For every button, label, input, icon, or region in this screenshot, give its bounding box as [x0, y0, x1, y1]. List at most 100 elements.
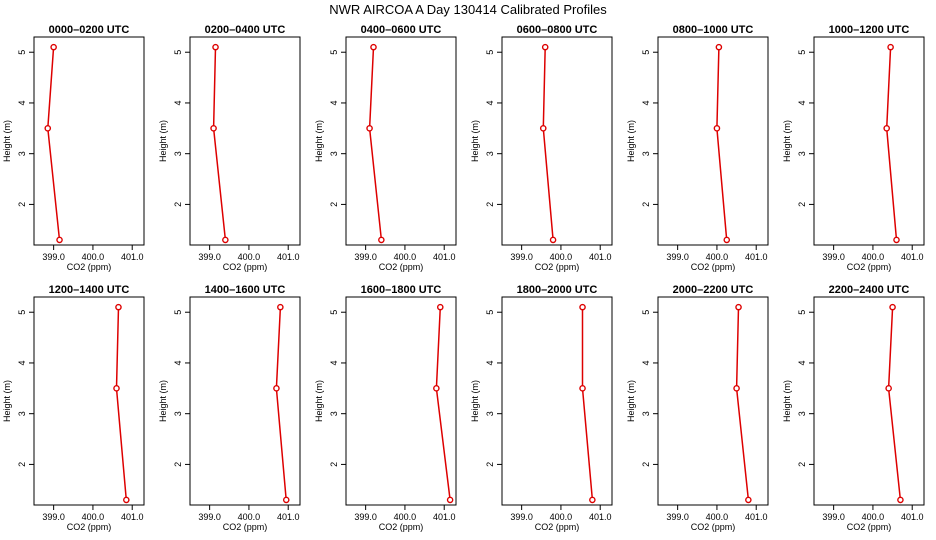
data-point — [282, 496, 290, 504]
y-tick-label: 3 — [485, 411, 495, 416]
x-tick-label: 400.0 — [394, 252, 417, 262]
plot-frame — [33, 36, 145, 246]
x-axis-label: CO2 (ppm) — [691, 522, 736, 532]
data-point — [713, 125, 721, 132]
y-axis-label: Height (m) — [2, 120, 12, 162]
data-point — [436, 303, 444, 311]
data-point — [549, 236, 557, 244]
y-axis-label: Height (m) — [158, 380, 168, 422]
data-point — [579, 385, 586, 392]
y-tick-label: 3 — [641, 151, 651, 156]
panel-title: 0600–0800 UTC — [517, 24, 598, 36]
profile-panel: 1800–2000 UTC 399.0 400.0 401.0 CO2 (ppm) 2 3 4… — [470, 284, 613, 532]
y-tick-label: 3 — [173, 151, 183, 156]
plot-frame — [813, 296, 925, 506]
y-tick-label: 5 — [329, 310, 339, 315]
y-tick-label: 5 — [17, 310, 27, 315]
x-tick-label: 401.0 — [433, 252, 456, 262]
plot-frame — [501, 36, 613, 246]
data-point — [885, 385, 892, 392]
plot-frame — [189, 36, 301, 246]
profile-line — [735, 307, 750, 500]
x-tick-label: 399.0 — [354, 252, 377, 262]
y-tick-label: 4 — [641, 360, 651, 365]
y-tick-label: 3 — [485, 151, 495, 156]
y-tick-label: 4 — [329, 360, 339, 365]
plot-frame — [657, 36, 769, 246]
y-tick-label: 2 — [17, 462, 27, 467]
profile-line — [885, 47, 898, 240]
x-axis-label: CO2 (ppm) — [847, 522, 892, 532]
x-tick-label: 399.0 — [42, 512, 65, 522]
panel-title: 0000–0200 UTC — [49, 24, 130, 36]
x-tick-label: 399.0 — [822, 512, 845, 522]
data-point — [897, 496, 904, 504]
y-tick-label: 5 — [641, 50, 651, 55]
y-axis-label: Height (m) — [626, 380, 636, 422]
profile-line — [887, 307, 902, 500]
panel-title: 1800–2000 UTC — [517, 284, 598, 296]
y-axis-label: Height (m) — [314, 120, 324, 162]
figure-title: NWR AIRCOA A Day 130414 Calibrated Profi… — [329, 2, 607, 17]
y-tick-label: 3 — [173, 411, 183, 416]
profile-panel: 2000–2200 UTC 399.0 400.0 401.0 CO2 (ppm) 2 3 4… — [626, 284, 769, 532]
y-tick-label: 5 — [17, 50, 27, 55]
data-point — [735, 303, 742, 311]
x-axis-label: CO2 (ppm) — [847, 262, 892, 272]
profile-panel: 2200–2400 UTC 399.0 400.0 401.0 CO2 (ppm) 2 3 4… — [782, 284, 925, 532]
x-axis-label: CO2 (ppm) — [691, 262, 736, 272]
y-tick-label: 5 — [173, 50, 183, 55]
panel-title: 2000–2200 UTC — [673, 284, 754, 296]
x-tick-label: 401.0 — [745, 512, 768, 522]
y-tick-label: 2 — [641, 462, 651, 467]
data-point — [115, 303, 122, 311]
x-tick-label: 400.0 — [862, 512, 885, 522]
y-tick-label: 3 — [641, 411, 651, 416]
profile-line — [542, 47, 554, 240]
y-tick-label: 3 — [797, 411, 807, 416]
x-tick-label: 399.0 — [666, 512, 689, 522]
data-point — [733, 385, 740, 392]
data-point — [378, 236, 385, 244]
panel-title: 2200–2400 UTC — [829, 284, 910, 296]
y-tick-label: 5 — [485, 50, 495, 55]
y-tick-label: 5 — [485, 310, 495, 315]
profile-line — [47, 47, 61, 240]
data-point — [212, 43, 219, 51]
data-point — [113, 385, 120, 392]
x-tick-label: 401.0 — [589, 512, 612, 522]
x-tick-label: 401.0 — [121, 512, 144, 522]
panel-title: 1600–1800 UTC — [361, 284, 442, 296]
x-axis-label: CO2 (ppm) — [535, 522, 580, 532]
y-axis-label: Height (m) — [782, 120, 792, 162]
y-tick-label: 4 — [17, 100, 27, 105]
plot-frame — [189, 296, 301, 506]
y-axis-label: Height (m) — [2, 380, 12, 422]
x-tick-label: 399.0 — [198, 252, 221, 262]
x-axis-label: CO2 (ppm) — [223, 522, 268, 532]
x-tick-label: 399.0 — [354, 512, 377, 522]
panel-title: 0200–0400 UTC — [205, 24, 286, 36]
y-tick-label: 2 — [641, 202, 651, 207]
data-point — [50, 43, 57, 51]
x-tick-label: 399.0 — [666, 252, 689, 262]
x-tick-label: 401.0 — [121, 252, 144, 262]
x-tick-label: 400.0 — [394, 512, 417, 522]
y-tick-label: 2 — [797, 462, 807, 467]
plot-frame — [345, 36, 457, 246]
y-axis-label: Height (m) — [782, 380, 792, 422]
panel-title: 0800–1000 UTC — [673, 24, 754, 36]
x-tick-label: 400.0 — [82, 512, 105, 522]
panel-title: 0400–0600 UTC — [361, 24, 442, 36]
x-axis-label: CO2 (ppm) — [223, 262, 268, 272]
y-axis-label: Height (m) — [314, 380, 324, 422]
profile-panel: 0000–0200 UTC 399.0 400.0 401.0 CO2 (ppm) 2 3 4… — [2, 24, 145, 272]
y-tick-label: 5 — [797, 50, 807, 55]
x-tick-label: 400.0 — [238, 252, 261, 262]
profile-panel: 1400–1600 UTC 399.0 400.0 401.0 CO2 (ppm) 2 3 4… — [158, 284, 301, 532]
x-axis-label: CO2 (ppm) — [379, 262, 424, 272]
data-point — [539, 125, 547, 132]
plot-frame — [345, 296, 457, 506]
y-tick-label: 2 — [797, 202, 807, 207]
plot-frame — [657, 296, 769, 506]
